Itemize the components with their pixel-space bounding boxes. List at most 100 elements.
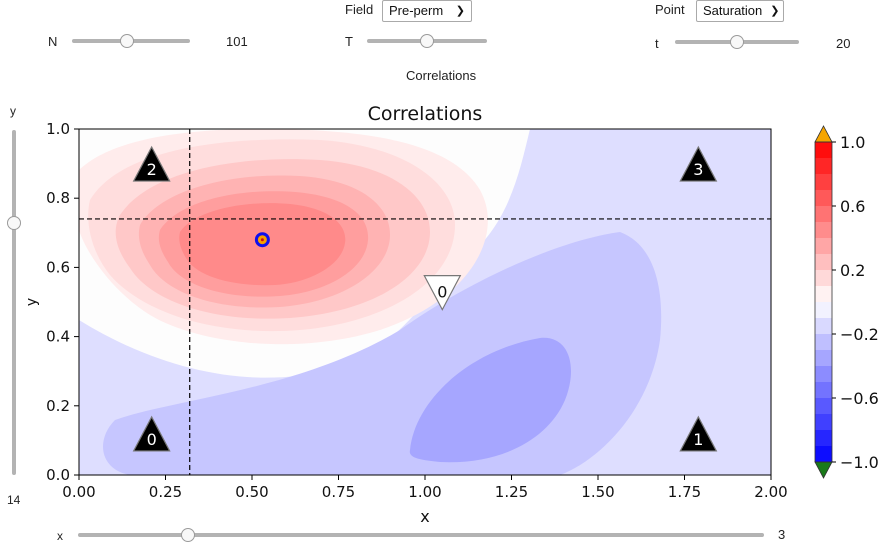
- colorbar-band: [815, 446, 832, 463]
- y-slider-track: [12, 130, 16, 475]
- colorbar-band: [815, 174, 832, 191]
- colorbar-band: [815, 398, 832, 415]
- y-axis-ticks: 0.0 0.2 0.4 0.6 0.8 1.0: [46, 120, 79, 484]
- point-label: Point: [655, 2, 685, 17]
- y-tick-label: 0.8: [46, 189, 70, 207]
- y-slider[interactable]: [6, 130, 22, 475]
- x-tick-label: 0.00: [62, 483, 95, 501]
- well-marker-label: 0: [437, 283, 447, 302]
- x-axis-ticks: 0.00 0.25 0.50 0.75 1.00 1.25 1.50 1.75 2.00: [62, 475, 788, 501]
- colorbar-band: [815, 222, 832, 239]
- colorbar-band: [815, 350, 832, 367]
- colorbar-band: [815, 238, 832, 255]
- n-slider-value: 101: [226, 34, 248, 49]
- n-slider[interactable]: [72, 33, 190, 49]
- well-marker-label: 2: [147, 160, 157, 179]
- t-upper-slider-handle[interactable]: [420, 34, 434, 48]
- t-lower-slider-label: t: [655, 36, 659, 51]
- colorbar: [814, 125, 833, 479]
- colorbar-band: [815, 190, 832, 207]
- colorbar-band: [815, 254, 832, 271]
- chevron-down-icon: ❯: [770, 5, 780, 17]
- selected-point-dot: [260, 238, 264, 242]
- triangle-marker-icon: [132, 415, 171, 452]
- triangle-marker-icon: [679, 415, 718, 452]
- colorbar-band: [815, 270, 832, 287]
- t-upper-slider-label: T: [345, 34, 353, 49]
- x-slider-value: 3: [778, 527, 786, 542]
- x-tick-label: 0.50: [235, 483, 268, 501]
- colorbar-frame: [814, 141, 833, 463]
- n-slider-label: N: [48, 34, 58, 49]
- point-select-value: Saturation: [703, 3, 763, 18]
- colorbar-tick-label: −1.0: [840, 453, 879, 472]
- colorbar-over-arrow: [814, 125, 833, 143]
- colorbar-under-arrow: [814, 461, 833, 479]
- y-tick-label: 0.0: [46, 466, 70, 484]
- x-slider[interactable]: [78, 527, 764, 543]
- colorbar-band: [815, 414, 832, 431]
- x-tick-label: 1.50: [581, 483, 614, 501]
- triangle-marker-icon: [132, 145, 171, 182]
- colorbar-tick-label: −0.2: [840, 325, 879, 344]
- point-select[interactable]: Saturation ❯: [696, 0, 784, 22]
- colorbar-tick-label: −0.6: [840, 389, 879, 408]
- t-lower-slider[interactable]: [675, 34, 799, 50]
- t-upper-slider[interactable]: [367, 33, 487, 49]
- well-marker[interactable]: 3: [679, 145, 718, 182]
- x-tick-label: 0.25: [149, 483, 182, 501]
- contour-band-neg3: [409, 337, 572, 463]
- x-slider-label: x: [57, 529, 63, 543]
- contour-field: [79, 129, 771, 475]
- y-slider-value: 14: [7, 493, 21, 507]
- colorbar-band: [815, 366, 832, 383]
- field-label: Field: [345, 2, 374, 17]
- selected-point-marker[interactable]: [254, 232, 270, 248]
- triangle-marker-icon: [423, 275, 462, 311]
- widget-title: Correlations: [406, 68, 477, 83]
- x-tick-label: 1.00: [408, 483, 441, 501]
- y-tick-label: 0.6: [46, 258, 70, 276]
- x-slider-track: [78, 533, 764, 537]
- colorbar-tick-label: 0.6: [840, 197, 865, 216]
- colorbar-band: [815, 286, 832, 303]
- x-tick-label: 2.00: [754, 483, 787, 501]
- colorbar-band: [815, 430, 832, 447]
- colorbar-tick-label: 1.0: [840, 133, 865, 152]
- y-slider-label: y: [10, 104, 16, 118]
- y-tick-label: 0.2: [46, 397, 70, 415]
- x-axis-label: x: [420, 507, 429, 526]
- y-slider-handle[interactable]: [7, 216, 21, 231]
- colorbar-band: [815, 142, 832, 159]
- well-marker-label: 0: [147, 430, 157, 449]
- n-slider-handle[interactable]: [120, 34, 135, 48]
- colorbar-band: [815, 158, 832, 175]
- well-marker[interactable]: 0: [423, 275, 462, 311]
- field-select-value: Pre-perm: [389, 3, 444, 18]
- colorbar-band: [815, 302, 832, 319]
- well-marker[interactable]: 2: [132, 145, 171, 182]
- well-marker-label: 1: [693, 430, 703, 449]
- well-marker[interactable]: 1: [679, 415, 718, 452]
- x-tick-label: 1.25: [495, 483, 528, 501]
- colorbar-band: [815, 206, 832, 223]
- colorbar-tick-label: 0.2: [840, 261, 865, 280]
- t-lower-slider-handle[interactable]: [730, 35, 744, 49]
- colorbar-band: [815, 334, 832, 351]
- y-tick-label: 0.4: [46, 328, 70, 346]
- x-slider-handle[interactable]: [180, 528, 195, 542]
- well-markers: 2 3 0 1 0: [132, 145, 718, 452]
- colorbar-ticks: 1.0 0.6 0.2 −0.2 −0.6 −1.0: [832, 133, 879, 472]
- y-tick-label: 1.0: [46, 120, 70, 138]
- field-select[interactable]: Pre-perm ❯: [382, 0, 472, 22]
- colorbar-band: [815, 382, 832, 399]
- well-marker[interactable]: 0: [132, 415, 171, 452]
- x-tick-label: 0.75: [322, 483, 355, 501]
- colorbar-band: [815, 318, 832, 335]
- t-lower-slider-value: 20: [836, 36, 851, 51]
- chevron-down-icon: ❯: [455, 5, 465, 17]
- triangle-marker-icon: [679, 145, 718, 182]
- chart-title: Correlations: [368, 103, 483, 125]
- x-tick-label: 1.75: [668, 483, 701, 501]
